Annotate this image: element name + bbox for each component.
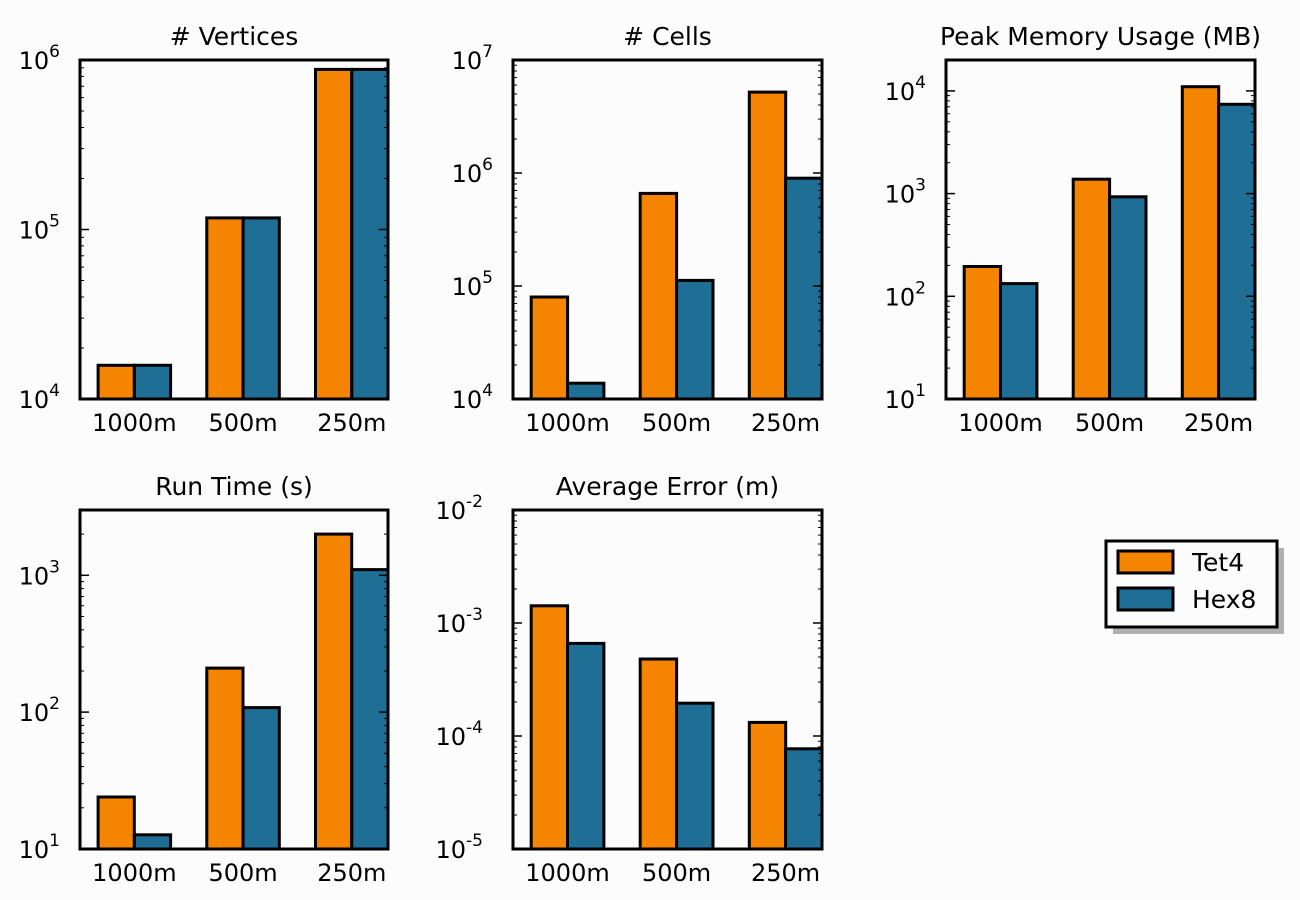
chart-4: 1000m 500m 250m 101 102 103 Run Time (s) bbox=[19, 472, 390, 887]
chart-title: # Cells bbox=[623, 22, 712, 51]
bar-hex8-1000m bbox=[132, 833, 173, 851]
y-tick-label: 107 bbox=[452, 42, 493, 75]
bar-tet4-500m bbox=[205, 666, 245, 851]
x-tick-label: 1000m bbox=[525, 409, 609, 437]
bar-hex8-500m bbox=[675, 278, 715, 401]
y-tick-label: 104 bbox=[19, 381, 60, 414]
bar-tet4-1000m bbox=[529, 604, 570, 851]
x-tick-label: 500m bbox=[209, 409, 278, 437]
x-tick-label: 1000m bbox=[525, 859, 609, 887]
y-tick-label: 106 bbox=[19, 42, 60, 75]
y-tick-label: 106 bbox=[452, 155, 493, 188]
bar-hex8-500m bbox=[675, 701, 715, 851]
y-tick-label: 103 bbox=[19, 557, 60, 590]
plot-frame bbox=[78, 508, 390, 851]
chart-2: 1000m 500m 250m 104 105 106 107 # Cells bbox=[452, 22, 824, 437]
bar-hex8-250m bbox=[350, 568, 390, 851]
y-tick-label: 103 bbox=[885, 176, 926, 209]
chart-1: 1000m 500m 250m 104 105 106 # Vertices bbox=[19, 22, 390, 437]
plot-frame bbox=[511, 58, 824, 401]
legend-swatch-hex8 bbox=[1116, 586, 1175, 612]
bar-tet4-250m bbox=[747, 90, 788, 401]
bar-hex8-250m bbox=[784, 176, 824, 401]
bar-tet4-500m bbox=[205, 216, 245, 401]
x-tick-label: 500m bbox=[1075, 409, 1144, 437]
y-tick-label: 105 bbox=[19, 212, 60, 245]
x-tick-label: 250m bbox=[751, 859, 820, 887]
chart-title: Peak Memory Usage (MB) bbox=[940, 22, 1261, 51]
legend: Tet4 Hex8 bbox=[1104, 539, 1284, 634]
bar-tet4-1000m bbox=[962, 265, 1003, 401]
y-tick-label: 104 bbox=[885, 73, 926, 106]
y-tick-label: 102 bbox=[19, 694, 60, 727]
y-tick-label: 10-2 bbox=[436, 492, 484, 525]
chart-title: Run Time (s) bbox=[155, 472, 313, 501]
x-tick-label: 250m bbox=[751, 409, 820, 437]
y-tick-label: 10-3 bbox=[436, 605, 484, 638]
y-tick-label: 101 bbox=[19, 831, 60, 864]
legend-label-tet4: Tet4 bbox=[1191, 548, 1244, 577]
x-tick-label: 1000m bbox=[958, 409, 1042, 437]
chart-title: Average Error (m) bbox=[556, 472, 779, 501]
bar-hex8-500m bbox=[1108, 195, 1148, 401]
bar-tet4-250m bbox=[314, 67, 354, 401]
bar-tet4-500m bbox=[638, 657, 679, 851]
bar-hex8-500m bbox=[241, 706, 281, 851]
x-tick-label: 500m bbox=[642, 859, 711, 887]
x-tick-label: 1000m bbox=[92, 409, 176, 437]
bar-hex8-1000m bbox=[132, 363, 173, 401]
y-tick-label: 101 bbox=[885, 381, 926, 414]
bar-tet4-250m bbox=[314, 532, 354, 851]
bar-tet4-1000m bbox=[96, 363, 136, 401]
bar-tet4-1000m bbox=[529, 295, 570, 401]
x-tick-label: 500m bbox=[642, 409, 711, 437]
x-tick-label: 500m bbox=[209, 859, 278, 887]
bar-hex8-250m bbox=[784, 747, 824, 851]
plot-frame bbox=[78, 58, 390, 401]
chart-5: 1000m 500m 250m 10-5 10-4 10-3 10-2 Average Err… bbox=[436, 472, 824, 887]
y-tick-label: 105 bbox=[452, 268, 493, 301]
bar-tet4-500m bbox=[638, 191, 679, 401]
y-tick-label: 10-5 bbox=[436, 831, 484, 864]
y-tick-label: 10-4 bbox=[436, 718, 484, 751]
y-tick-label: 104 bbox=[452, 381, 493, 414]
x-tick-label: 250m bbox=[1184, 409, 1253, 437]
bar-hex8-250m bbox=[350, 67, 390, 401]
bar-hex8-500m bbox=[241, 216, 281, 401]
bar-tet4-1000m bbox=[96, 795, 136, 851]
bar-tet4-250m bbox=[747, 720, 788, 851]
y-tick-label: 102 bbox=[885, 278, 926, 311]
x-tick-label: 1000m bbox=[92, 859, 176, 887]
x-tick-label: 250m bbox=[317, 859, 386, 887]
plot-frame bbox=[511, 508, 824, 851]
x-tick-label: 250m bbox=[317, 409, 386, 437]
bar-tet4-250m bbox=[1180, 85, 1221, 401]
legend-swatch-tet4 bbox=[1116, 549, 1175, 575]
chart-3: 1000m 500m 250m 101 102 103 104 Peak Memory Usa… bbox=[885, 22, 1261, 437]
chart-title: # Vertices bbox=[170, 22, 299, 51]
bar-tet4-500m bbox=[1071, 177, 1112, 401]
bar-hex8-1000m bbox=[566, 381, 606, 401]
bar-hex8-250m bbox=[1217, 102, 1257, 401]
bar-hex8-1000m bbox=[999, 282, 1039, 401]
plot-frame bbox=[944, 58, 1257, 401]
legend-label-hex8: Hex8 bbox=[1192, 585, 1256, 614]
bar-hex8-1000m bbox=[566, 641, 606, 851]
